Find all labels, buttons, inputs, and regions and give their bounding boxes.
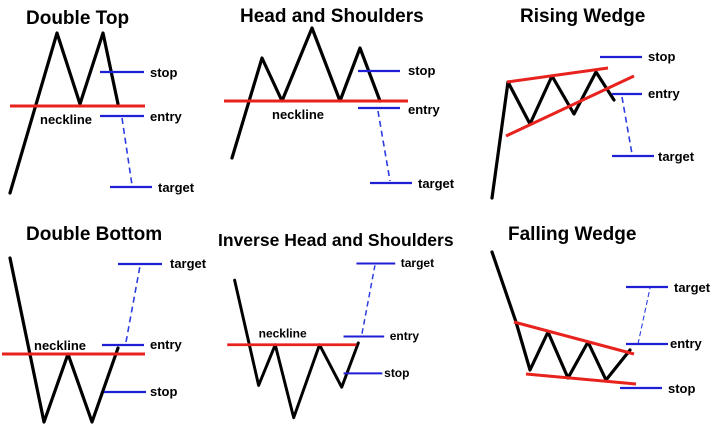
- stop-label: stop: [150, 65, 178, 80]
- panel-rising-wedge: Rising Wedge stop entry target: [482, 0, 722, 220]
- target-label: target: [658, 149, 695, 164]
- neckline-label: neckline: [40, 112, 92, 127]
- pattern-title: Rising Wedge: [520, 6, 645, 27]
- wedge-lower-line: [525, 372, 637, 386]
- neckline-label: neckline: [272, 107, 324, 122]
- projection-line: [125, 265, 141, 343]
- stop-label: stop: [408, 63, 436, 78]
- stop-label: stop: [384, 366, 409, 380]
- neckline-label: neckline: [34, 338, 86, 353]
- wedge-upper-line: [513, 320, 635, 356]
- entry-label: entry: [150, 337, 183, 352]
- entry-label: entry: [390, 329, 420, 343]
- price-line: [490, 250, 632, 382]
- pattern-title: Double Top: [26, 8, 129, 29]
- stop-label: stop: [150, 384, 178, 399]
- pattern-title: Head and Shoulders: [240, 6, 424, 27]
- panel-falling-wedge: Falling Wedge target entry stop: [482, 220, 722, 440]
- projection-line: [621, 96, 633, 155]
- wedge-lower-line: [505, 74, 635, 138]
- panel-inverse-head-and-shoulders: Inverse Head and Shoulders neckline entr…: [218, 220, 458, 440]
- entry-label: entry: [648, 86, 681, 101]
- entry-label: entry: [670, 336, 703, 351]
- entry-label: entry: [150, 109, 183, 124]
- target-label: target: [158, 180, 195, 195]
- pattern-title: Falling Wedge: [508, 224, 636, 245]
- target-label: target: [401, 256, 434, 270]
- projection-line: [361, 265, 376, 334]
- entry-label: entry: [408, 102, 441, 117]
- stop-label: stop: [668, 381, 696, 396]
- panel-double-bottom: Double Bottom neckline entry target stop: [0, 220, 240, 440]
- target-label: target: [674, 280, 711, 295]
- neckline-label: neckline: [259, 326, 307, 340]
- pattern-title: Inverse Head and Shoulders: [218, 230, 454, 250]
- price-line: [8, 31, 120, 195]
- projection-line: [377, 110, 391, 182]
- projection-line: [637, 287, 651, 345]
- projection-line: [121, 117, 133, 186]
- target-label: target: [418, 176, 455, 191]
- target-label: target: [170, 256, 207, 271]
- stop-label: stop: [648, 49, 676, 64]
- price-line: [230, 26, 382, 160]
- pattern-title: Double Bottom: [26, 224, 162, 245]
- price-line: [233, 278, 360, 420]
- panel-double-top: Double Top neckline stop entry target: [0, 0, 240, 220]
- wedge-upper-line: [506, 66, 609, 84]
- panel-head-and-shoulders: Head and Shoulders neckline stop entry t…: [224, 0, 472, 220]
